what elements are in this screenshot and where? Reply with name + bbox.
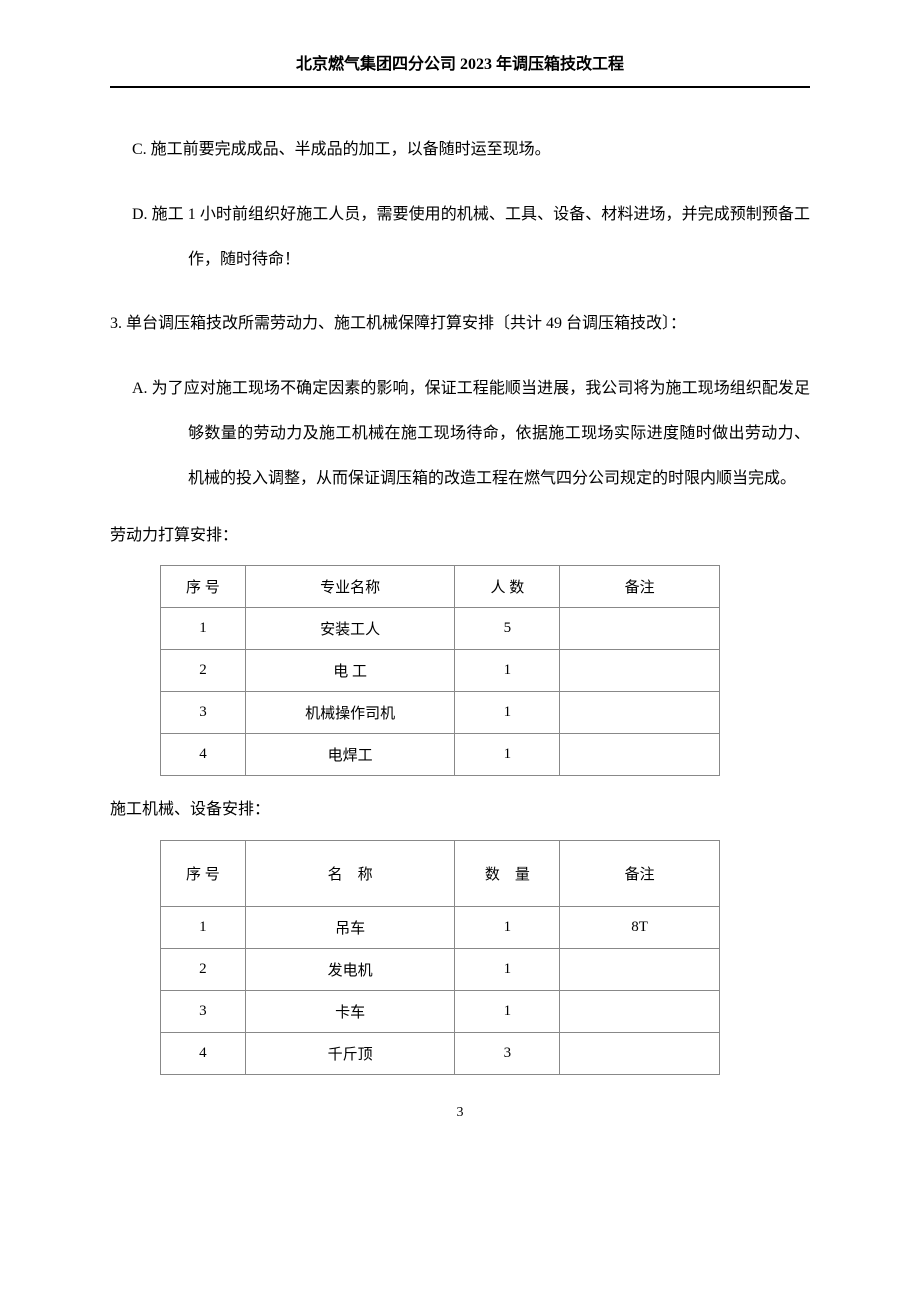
paragraph-item-3: 3. 单台调压箱技改所需劳动力、施工机械保障打算安排〔共计 49 台调压箱技改〕… [110, 302, 810, 347]
paragraph-item-a: A. 为了应对施工现场不确定因素的影响，保证工程能顺当进展，我公司将为施工现场组… [110, 367, 810, 501]
equipment-cell-seq: 3 [161, 991, 246, 1033]
page-header-title: 北京燃气集团四分公司 2023 年调压箱技改工程 [110, 50, 810, 74]
equipment-cell-count: 1 [455, 991, 560, 1033]
labor-cell-seq: 1 [161, 608, 246, 650]
equipment-cell-count: 1 [455, 949, 560, 991]
labor-cell-seq: 3 [161, 692, 246, 734]
labor-cell-name: 机械操作司机 [245, 692, 455, 734]
equipment-section-label: 施工机械、设备安排： [110, 796, 810, 825]
equipment-header-seq: 序 号 [161, 841, 246, 907]
labor-cell-name: 安装工人 [245, 608, 455, 650]
equipment-table: 序 号 名 称 数 量 备注 1 吊车 1 8T 2 发电机 1 3 卡车 1 … [160, 840, 720, 1075]
table-header-row: 序 号 专业名称 人 数 备注 [161, 566, 720, 608]
equipment-cell-seq: 1 [161, 907, 246, 949]
labor-cell-note [560, 692, 720, 734]
labor-header-seq: 序 号 [161, 566, 246, 608]
equipment-cell-note [560, 1033, 720, 1075]
equipment-cell-name: 卡车 [245, 991, 455, 1033]
labor-cell-note [560, 734, 720, 776]
labor-cell-name: 电 工 [245, 650, 455, 692]
labor-cell-seq: 2 [161, 650, 246, 692]
table-row: 2 发电机 1 [161, 949, 720, 991]
page-number: 3 [110, 1105, 810, 1121]
equipment-cell-count: 1 [455, 907, 560, 949]
equipment-cell-count: 3 [455, 1033, 560, 1075]
equipment-header-name: 名 称 [245, 841, 455, 907]
equipment-header-count: 数 量 [455, 841, 560, 907]
paragraph-item-c: C. 施工前要完成成品、半成品的加工，以备随时运至现场。 [110, 128, 810, 173]
table-row: 1 安装工人 5 [161, 608, 720, 650]
equipment-cell-name: 发电机 [245, 949, 455, 991]
equipment-cell-name: 千斤顶 [245, 1033, 455, 1075]
labor-cell-seq: 4 [161, 734, 246, 776]
equipment-cell-seq: 4 [161, 1033, 246, 1075]
labor-section-label: 劳动力打算安排： [110, 522, 810, 551]
labor-cell-name: 电焊工 [245, 734, 455, 776]
labor-cell-count: 5 [455, 608, 560, 650]
paragraph-item-d: D. 施工 1 小时前组织好施工人员，需要使用的机械、工具、设备、材料进场，并完… [110, 193, 810, 283]
labor-header-note: 备注 [560, 566, 720, 608]
table-row: 4 千斤顶 3 [161, 1033, 720, 1075]
labor-cell-note [560, 608, 720, 650]
header-divider [110, 86, 810, 88]
equipment-cell-note: 8T [560, 907, 720, 949]
table-row: 1 吊车 1 8T [161, 907, 720, 949]
equipment-cell-seq: 2 [161, 949, 246, 991]
table-row: 2 电 工 1 [161, 650, 720, 692]
equipment-header-note: 备注 [560, 841, 720, 907]
labor-header-name: 专业名称 [245, 566, 455, 608]
labor-cell-count: 1 [455, 734, 560, 776]
labor-header-count: 人 数 [455, 566, 560, 608]
table-row: 3 机械操作司机 1 [161, 692, 720, 734]
table-row: 3 卡车 1 [161, 991, 720, 1033]
labor-cell-count: 1 [455, 650, 560, 692]
table-row: 4 电焊工 1 [161, 734, 720, 776]
equipment-cell-name: 吊车 [245, 907, 455, 949]
equipment-cell-note [560, 949, 720, 991]
labor-cell-note [560, 650, 720, 692]
labor-table: 序 号 专业名称 人 数 备注 1 安装工人 5 2 电 工 1 3 机械操作司… [160, 565, 720, 776]
labor-cell-count: 1 [455, 692, 560, 734]
equipment-cell-note [560, 991, 720, 1033]
table-header-row: 序 号 名 称 数 量 备注 [161, 841, 720, 907]
